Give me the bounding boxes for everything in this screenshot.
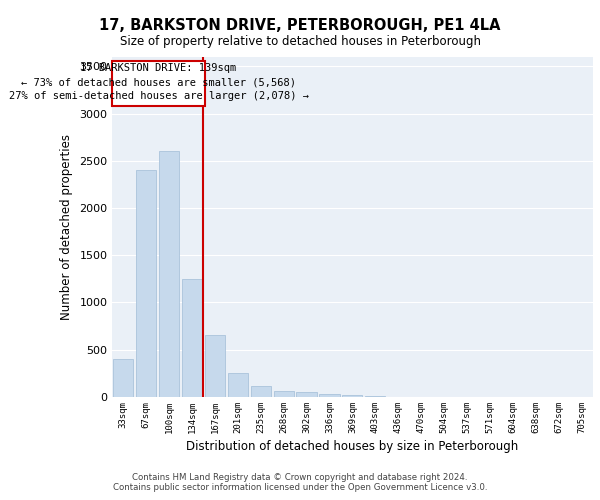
Text: 17, BARKSTON DRIVE, PETERBOROUGH, PE1 4LA: 17, BARKSTON DRIVE, PETERBOROUGH, PE1 4L…	[99, 18, 501, 32]
Bar	[182, 278, 202, 396]
Bar	[159, 152, 179, 396]
X-axis label: Distribution of detached houses by size in Peterborough: Distribution of detached houses by size …	[186, 440, 518, 453]
Bar	[112, 60, 205, 106]
Bar	[274, 390, 294, 396]
Bar	[113, 359, 133, 397]
Bar	[319, 394, 340, 396]
Text: ← 73% of detached houses are smaller (5,568): ← 73% of detached houses are smaller (5,…	[21, 77, 296, 87]
Bar	[296, 392, 317, 396]
Bar	[251, 386, 271, 396]
Text: 17 BARKSTON DRIVE: 139sqm: 17 BARKSTON DRIVE: 139sqm	[80, 63, 236, 73]
Bar	[228, 373, 248, 396]
Text: 27% of semi-detached houses are larger (2,078) →: 27% of semi-detached houses are larger (…	[8, 92, 308, 102]
Text: Size of property relative to detached houses in Peterborough: Size of property relative to detached ho…	[119, 35, 481, 48]
Y-axis label: Number of detached properties: Number of detached properties	[59, 134, 73, 320]
Bar	[205, 336, 225, 396]
Bar	[136, 170, 156, 396]
Text: Contains HM Land Registry data © Crown copyright and database right 2024.
Contai: Contains HM Land Registry data © Crown c…	[113, 473, 487, 492]
